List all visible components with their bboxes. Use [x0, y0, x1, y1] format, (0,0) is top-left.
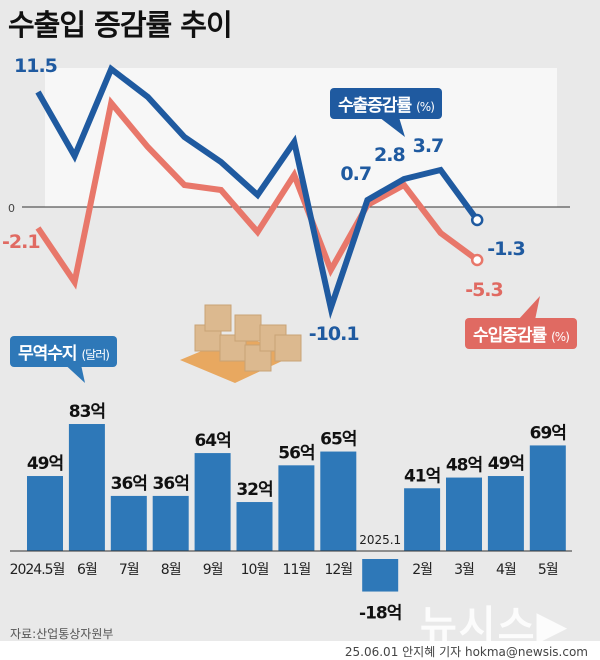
trade-balance-bar: [278, 465, 315, 551]
import-legend-label: 수입증감률: [473, 326, 547, 346]
trade-balance-bar: [487, 476, 524, 551]
footer-bar: [0, 641, 600, 660]
trade-balance-bar: [404, 488, 441, 551]
bar-value-label: 41억: [404, 466, 440, 486]
trade-balance-unit: (달러): [81, 348, 109, 362]
trade-balance-label: 무역수지: [18, 344, 78, 364]
bar-category-label: 3월: [454, 562, 474, 578]
export-data-label: 2.8: [374, 144, 405, 166]
import-legend-unit: (%): [551, 330, 570, 344]
import-legend-pointer: [518, 296, 540, 320]
box: [234, 314, 262, 342]
import-data-label: -2.1: [2, 231, 40, 253]
export-end-marker: [470, 213, 484, 227]
bar-category-label: 9월: [203, 562, 223, 578]
bar-category-label: 7월: [119, 562, 139, 578]
bar-value-label: 64억: [194, 431, 230, 451]
bar-value-label: 36억: [111, 474, 147, 494]
bar-category-label: 12월: [324, 562, 352, 578]
export-legend-tag: 수출증감률 (%): [330, 88, 442, 119]
bar-value-label: 49억: [488, 454, 524, 474]
bar-category-label: 6월: [77, 562, 97, 578]
export-legend-unit: (%): [416, 100, 435, 114]
bar-value-label: 48억: [446, 456, 482, 476]
export-data-label: 11.5: [14, 55, 57, 77]
export-legend-label: 수출증감률: [338, 96, 412, 116]
bar-category-label: 5월: [538, 562, 558, 578]
trade-balance-bar: [194, 453, 231, 551]
trade-balance-bar: [320, 451, 357, 551]
export-legend-pointer: [375, 114, 405, 137]
bar-category-label: 4월: [496, 562, 516, 578]
bar-value-label: 36억: [153, 474, 189, 494]
box: [274, 334, 302, 362]
import-data-label: -5.3: [465, 279, 503, 301]
zero-tick-label: 0: [8, 202, 15, 215]
bar-category-label: 11월: [283, 562, 311, 578]
bar-value-label: -18억: [359, 604, 401, 624]
trade-balance-bar: [27, 476, 63, 551]
trade-balance-legend-tag: 무역수지 (달러): [10, 336, 117, 367]
export-data-label: -10.1: [309, 323, 359, 345]
bar-value-label: 49억: [27, 454, 63, 474]
import-legend-tag: 수입증감률 (%): [465, 318, 577, 349]
bar-category-label: 2024.5월: [10, 562, 65, 578]
trade-balance-bar: [152, 495, 189, 551]
bar-value-label: 65억: [320, 430, 356, 450]
export-data-label: 0.7: [340, 163, 371, 185]
trade-balance-bar: [446, 477, 482, 551]
import-end-marker: [470, 253, 484, 267]
bar-category-label: 8월: [161, 562, 181, 578]
bar-value-label: 83억: [69, 402, 105, 422]
export-growth-line: [35, 64, 480, 320]
export-data-label: -1.3: [487, 238, 525, 260]
bar-value-label: 69억: [530, 423, 566, 443]
trade-balance-bar: [110, 495, 147, 551]
source-note: 자료:산업통상자원부: [10, 627, 114, 641]
export-data-label: 3.7: [413, 135, 444, 157]
trade-balance-bar: [236, 502, 273, 551]
bar-value-label: 32억: [236, 480, 272, 500]
box: [204, 304, 232, 332]
bar-category-label: 10월: [241, 562, 269, 578]
bar-value-label: 56억: [278, 443, 314, 463]
trade-balance-bar: [529, 445, 566, 551]
bar-category-label: 2025.1: [359, 533, 401, 547]
chart-title: 수출입 증감률 추이: [8, 8, 233, 42]
trade-balance-bar: [362, 559, 399, 592]
bar-category-label: 2월: [412, 562, 432, 578]
import-growth-line: [35, 96, 479, 290]
credit-line: 25.06.01 안지혜 기자 hokma@newsis.com: [344, 645, 588, 659]
boxes-pallet-illustration: [180, 304, 302, 383]
trade-balance-bar: [68, 424, 105, 551]
